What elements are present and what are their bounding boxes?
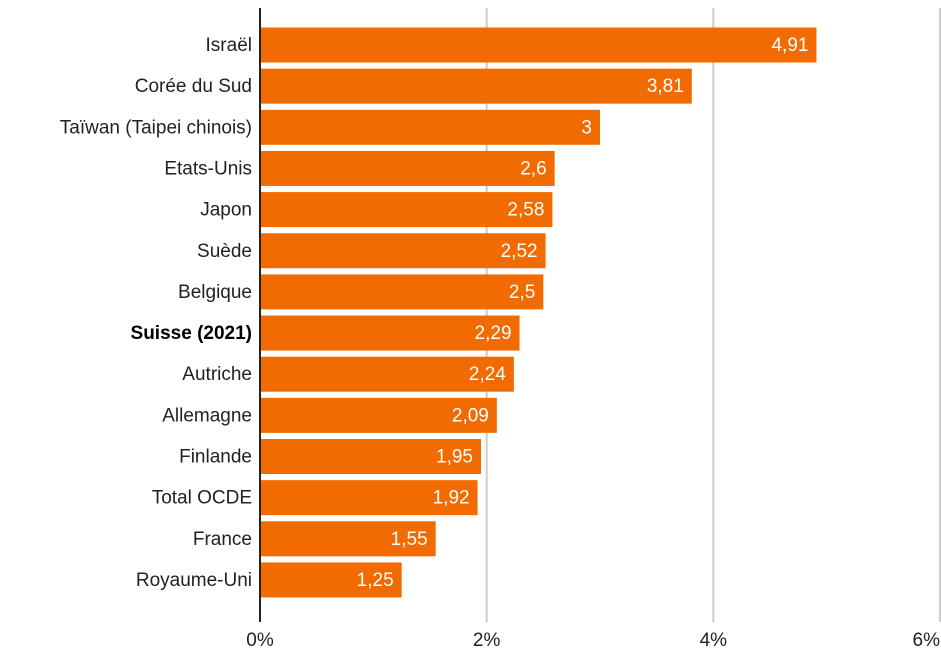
- y-tick-label: Allemagne: [162, 405, 252, 426]
- value-label: 1,92: [433, 488, 470, 509]
- bar: [260, 480, 478, 516]
- bar: [260, 150, 555, 186]
- bar: [260, 27, 817, 63]
- value-label: 2,09: [452, 405, 489, 426]
- y-tick-label: Etats-Unis: [164, 158, 252, 179]
- value-label: 2,5: [509, 282, 535, 303]
- y-tick-label: Corée du Sud: [135, 76, 252, 97]
- value-label: 2,6: [520, 158, 546, 179]
- bar: [260, 521, 436, 557]
- x-tick-label: 2%: [473, 630, 501, 651]
- y-tick-label: Taïwan (Taipei chinois): [60, 117, 252, 138]
- value-label: 2,24: [469, 364, 506, 385]
- y-tick-label: Autriche: [182, 364, 252, 385]
- y-tick-label: Japon: [200, 200, 252, 221]
- value-label: 1,55: [391, 529, 428, 550]
- bar: [260, 315, 520, 351]
- x-tick-label: 6%: [913, 630, 941, 651]
- value-label: 3,81: [647, 76, 684, 97]
- value-label: 2,29: [475, 323, 512, 344]
- value-label: 4,91: [771, 35, 808, 56]
- y-tick-label: Finlande: [179, 447, 252, 468]
- y-tick-label: Israël: [206, 35, 252, 56]
- bar: [260, 109, 600, 145]
- bar: [260, 68, 692, 104]
- value-label: 1,25: [357, 570, 394, 591]
- bar: [260, 233, 546, 269]
- value-label: 2,58: [507, 200, 544, 221]
- value-label: 2,52: [501, 241, 538, 262]
- bar: [260, 274, 544, 310]
- y-tick-label: Suisse (2021): [131, 323, 252, 344]
- bar: [260, 192, 553, 228]
- bar: [260, 397, 497, 433]
- x-tick-label: 4%: [700, 630, 728, 651]
- y-tick-label: France: [193, 529, 252, 550]
- value-label: 3: [581, 117, 592, 138]
- y-tick-label: Suède: [197, 241, 252, 262]
- bar: [260, 562, 402, 598]
- bar: [260, 439, 481, 474]
- y-tick-label: Total OCDE: [152, 488, 252, 509]
- value-label: 1,95: [436, 447, 473, 468]
- y-tick-label: Belgique: [178, 282, 252, 303]
- y-tick-label: Royaume-Uni: [136, 570, 252, 591]
- bar: [260, 356, 514, 392]
- x-tick-label: 0%: [246, 630, 274, 651]
